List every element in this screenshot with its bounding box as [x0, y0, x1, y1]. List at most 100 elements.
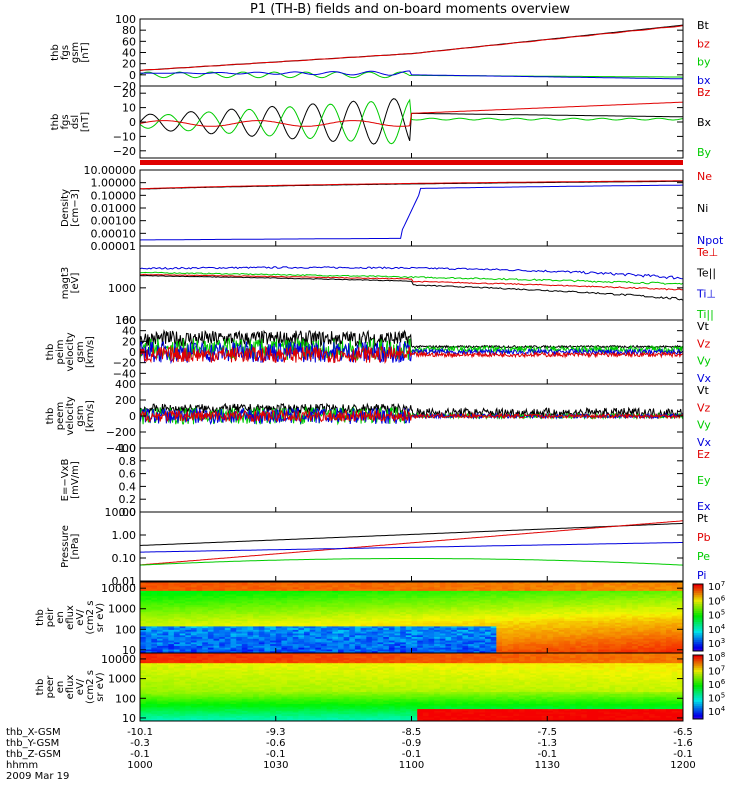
spectrogram-cell: [400, 608, 407, 611]
spectrogram-cell: [151, 666, 158, 669]
spectrogram-cell: [162, 589, 169, 592]
spectrogram-cell: [281, 587, 288, 590]
spectrogram-cell: [377, 612, 384, 615]
spectrogram-cell: [677, 619, 683, 622]
spectrogram-cell: [671, 637, 678, 640]
spectrogram-cell: [632, 626, 639, 629]
spectrogram-cell: [552, 647, 560, 651]
spectrogram-cell: [603, 608, 611, 611]
spectrogram-cell: [207, 664, 215, 668]
spectrogram-cell: [569, 617, 577, 620]
spectrogram-cell: [615, 645, 622, 649]
spectrogram-cell: [547, 651, 554, 653]
spectrogram-cell: [666, 603, 673, 606]
spectrogram-cell: [168, 612, 175, 615]
spectrogram-cell: [292, 645, 299, 649]
spectrogram-cell: [558, 617, 565, 620]
spectrogram-cell: [173, 592, 181, 595]
spectrogram-cell: [422, 621, 430, 624]
spectrogram-cell: [666, 640, 673, 643]
spectrogram-cell: [535, 615, 543, 619]
spectrogram-cell: [451, 592, 458, 595]
spectrogram-cell: [321, 649, 328, 652]
spectrogram-cell: [326, 592, 333, 595]
spectrogram-cell: [513, 651, 520, 653]
spectrogram-cell: [247, 635, 254, 638]
spectrogram-cell: [275, 582, 283, 585]
spectrogram-cell: [140, 642, 147, 645]
spectrogram-cell: [654, 644, 661, 647]
spectrogram-cell: [304, 658, 311, 661]
spectrogram-cell: [354, 594, 362, 597]
spectrogram-cell: [202, 656, 209, 659]
spectrogram-cell: [292, 612, 299, 615]
spectrogram-cell: [519, 631, 526, 635]
spectrogram-cell: [468, 644, 475, 647]
spectrogram-cell: [185, 617, 192, 620]
spectrogram-cell: [603, 614, 611, 617]
spectrogram-cell: [157, 628, 164, 631]
spectrogram-cell: [552, 649, 560, 652]
spectrogram-cell: [377, 583, 384, 587]
spectrogram-cell: [202, 601, 209, 604]
spectrogram-cell: [224, 587, 232, 590]
spectrogram-cell: [620, 644, 628, 647]
spectrogram-cell: [207, 617, 215, 620]
spectrogram-cell: [405, 637, 413, 640]
spectrogram-cell: [207, 658, 215, 661]
spectrogram-cell: [247, 633, 254, 636]
spectrogram-cell: [575, 635, 582, 638]
spectrogram-cell: [507, 617, 514, 620]
spectrogram-cell: [586, 592, 594, 595]
spectrogram-cell: [321, 615, 328, 619]
spectrogram-cell: [400, 656, 407, 659]
spectrogram-cell: [405, 653, 413, 656]
colorbar-exponent: 5: [721, 609, 725, 617]
spectrogram-cell: [332, 599, 339, 603]
spectrogram-cell: [598, 640, 605, 643]
spectrogram-cell: [586, 621, 594, 624]
spectrogram-cell: [513, 615, 520, 619]
spectrogram-cell: [581, 638, 588, 642]
spectrogram-cell: [541, 583, 548, 587]
spectrogram-cell: [535, 589, 543, 592]
spectrogram-cell: [615, 589, 622, 592]
spectrogram-cell: [581, 592, 588, 595]
spectrogram-cell: [502, 637, 509, 640]
spectrogram-cell: [445, 622, 452, 626]
spectrogram-cell: [247, 619, 254, 622]
spectrogram-cell: [247, 599, 254, 603]
spectrogram-cell: [654, 599, 661, 603]
spectrogram-cell: [592, 590, 599, 594]
spectrogram-cell: [586, 629, 594, 633]
spectrogram-cell: [258, 651, 266, 653]
spectrogram-cell: [603, 624, 611, 627]
spectrogram-cell: [140, 647, 147, 651]
spectrogram-cell: [173, 598, 181, 601]
spectrogram-cell: [615, 590, 622, 594]
spectrogram-cell: [637, 603, 645, 606]
spectrogram-cell: [264, 589, 271, 592]
spectrogram-cell: [179, 649, 186, 652]
spectrogram-cell: [157, 638, 164, 642]
spectrogram-cell: [219, 596, 226, 599]
spectrogram-cell: [354, 661, 362, 664]
spectrogram-cell: [598, 608, 605, 611]
spectrogram-cell: [247, 642, 254, 645]
spectrogram-cell: [558, 612, 565, 615]
spectrogram-cell: [575, 617, 582, 620]
spectrogram-cell: [671, 589, 678, 592]
spectrogram-cell: [326, 621, 333, 624]
spectrogram-cell: [162, 645, 169, 649]
spectrogram-cell: [190, 624, 198, 627]
spectrogram-cell: [592, 601, 599, 604]
spectrogram-cell: [213, 606, 220, 610]
spectrogram-cell: [383, 605, 390, 608]
spectrogram-cell: [140, 644, 147, 647]
spectrogram-cell: [321, 626, 328, 629]
spectrogram-cell: [145, 640, 152, 643]
spectrogram-cell: [411, 599, 418, 603]
spectrogram-cell: [581, 622, 588, 626]
spectrogram-cell: [207, 583, 215, 587]
spectrogram-cell: [326, 642, 333, 645]
